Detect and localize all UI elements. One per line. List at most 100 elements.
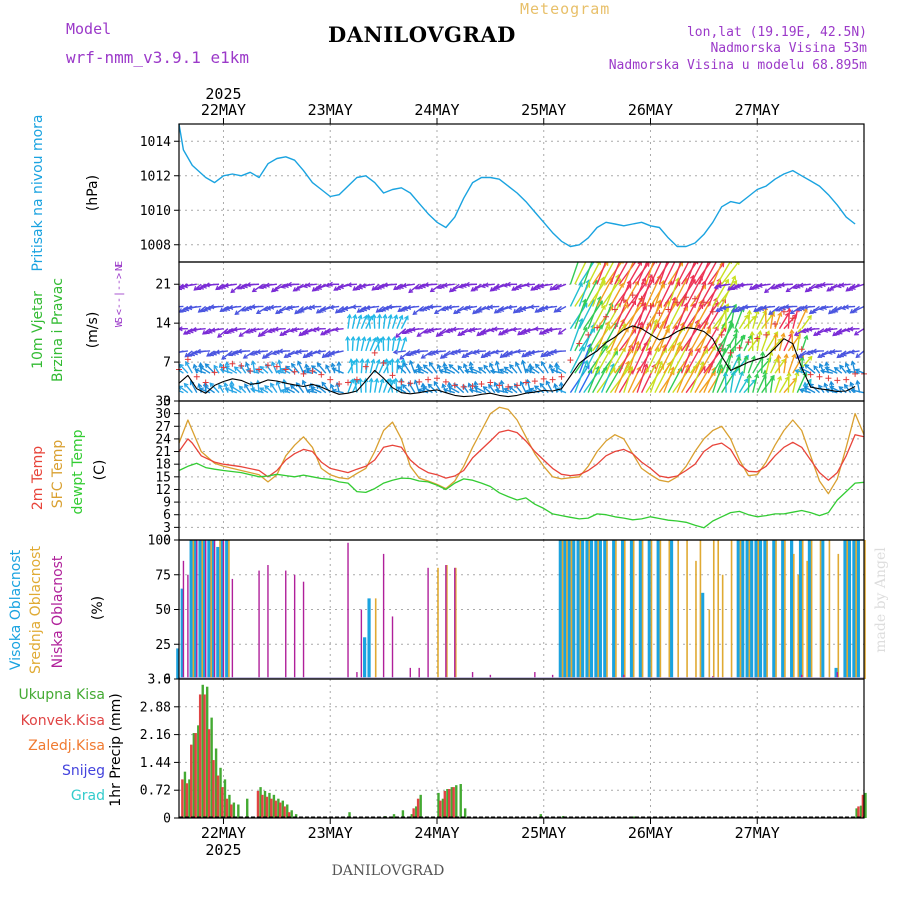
wind-arrow-head	[739, 305, 745, 311]
wind-arrow	[689, 284, 707, 307]
x-year-top: 2025	[205, 85, 241, 103]
gust-marker	[380, 360, 387, 367]
wind-arrow-head	[405, 351, 411, 357]
wind-arrow-head	[175, 350, 179, 354]
temp-axis-label-2: SFC Temp	[50, 440, 66, 509]
wind-arrow-head	[832, 331, 838, 337]
gust-marker	[336, 380, 343, 387]
wind-arrow-head	[849, 349, 855, 355]
wind-arrow	[632, 367, 649, 394]
wind-arrow	[756, 357, 772, 374]
y-tick-label: 3	[163, 521, 171, 536]
wind-arrow-head	[420, 283, 426, 289]
high-cloud-bar	[852, 540, 856, 679]
wind-arrow	[396, 315, 403, 329]
wind-arrow	[804, 386, 816, 394]
wind-arrow	[654, 328, 670, 352]
high-cloud-bar	[763, 540, 767, 679]
wind-arrow	[852, 305, 864, 313]
wind-arrow-head	[817, 353, 823, 358]
wind-arrow-head	[783, 353, 789, 359]
wind-arrow	[787, 334, 801, 352]
wind-arrow	[685, 276, 703, 307]
wind-arrow-head	[769, 375, 775, 381]
low-cloud-bar	[801, 674, 803, 679]
wind-arrow	[667, 262, 684, 285]
mid-cloud-bar	[597, 540, 599, 679]
wind-arrow-head	[270, 327, 276, 333]
wind-arrow-head	[203, 306, 209, 312]
wind-arrow	[402, 384, 411, 394]
wind-arrow-head	[740, 334, 746, 340]
wind-arrow	[658, 345, 675, 374]
mid-cloud-bar	[828, 540, 831, 679]
wind-arrow-head	[375, 358, 381, 365]
wind-arrow-head	[311, 327, 317, 333]
wind-arrow-head	[179, 385, 184, 391]
wind-arrow-head	[743, 377, 749, 383]
wind-arrow-head	[489, 327, 495, 333]
wind-arrow-head	[198, 284, 204, 290]
wind-arrow-head	[544, 328, 550, 334]
wind-arrow-head	[748, 285, 754, 291]
high-cloud-bar	[567, 540, 571, 679]
convective-precip-bar	[194, 733, 197, 818]
wind-arrow-head	[535, 284, 541, 290]
gust-marker	[353, 376, 360, 383]
wind-arrow	[769, 312, 774, 329]
wind-arrow	[649, 284, 665, 307]
wind-arrow	[844, 384, 852, 394]
wind-arrow	[311, 305, 322, 308]
wind-arrow	[469, 367, 482, 374]
wind-arrow-head	[541, 329, 547, 335]
mid-cloud-bar	[730, 540, 733, 679]
wind-arrow-head	[204, 329, 210, 335]
wind-arrow	[712, 323, 726, 352]
wind-arrow	[578, 369, 593, 393]
wind-arrow-head	[499, 306, 505, 312]
x-time-label-bottom: 25MAY	[521, 824, 566, 842]
wind-arrow	[179, 306, 180, 308]
wind-arrow-head	[333, 286, 339, 291]
high-cloud-bar	[856, 540, 860, 679]
y-tick-label: 0.72	[140, 784, 171, 799]
wind-arrow	[530, 350, 544, 354]
wind-arrow-head	[376, 313, 383, 319]
wind-arrow-head	[293, 349, 299, 355]
wind-arrow	[400, 359, 405, 374]
wind-arrow	[725, 333, 738, 352]
gust-marker	[469, 383, 476, 390]
gust-marker	[549, 376, 556, 383]
total-precip-bar	[855, 808, 858, 818]
wind-arrow-head	[489, 368, 495, 375]
wind-arrow	[259, 366, 269, 374]
high-cloud-bar	[647, 540, 651, 679]
low-cloud-bar	[204, 540, 207, 679]
wind-arrow	[190, 380, 198, 393]
wind-arrow	[720, 320, 733, 352]
wind-arrow-head	[303, 329, 309, 335]
panel-frame	[178, 678, 865, 819]
wind-arrow-head	[402, 336, 408, 342]
compass-s: S	[114, 317, 125, 323]
wind-arrow	[743, 356, 748, 374]
wind-arrow-head	[192, 363, 198, 369]
wind-arrow	[402, 283, 415, 287]
wind-arrow-head	[534, 308, 540, 313]
wind-arrow-head	[480, 283, 486, 289]
wind-arrow-head	[634, 253, 638, 257]
high-cloud-bar	[669, 540, 674, 679]
wind-arrow	[334, 328, 344, 331]
convective-precip-bar	[225, 798, 229, 818]
wind-arrow	[387, 336, 390, 351]
wind-arrow-head	[228, 304, 234, 310]
wind-arrow	[640, 347, 652, 374]
wind-arrow-head	[478, 330, 484, 336]
wind-arrow-head	[547, 327, 553, 333]
mid-cloud-bar	[717, 540, 720, 679]
wind-arrow	[393, 350, 406, 354]
wind-arrow-head	[780, 332, 786, 338]
y-tick-label: 75	[155, 568, 171, 583]
total-precip-bar	[450, 787, 454, 818]
sfc-temp-line	[178, 406, 865, 495]
